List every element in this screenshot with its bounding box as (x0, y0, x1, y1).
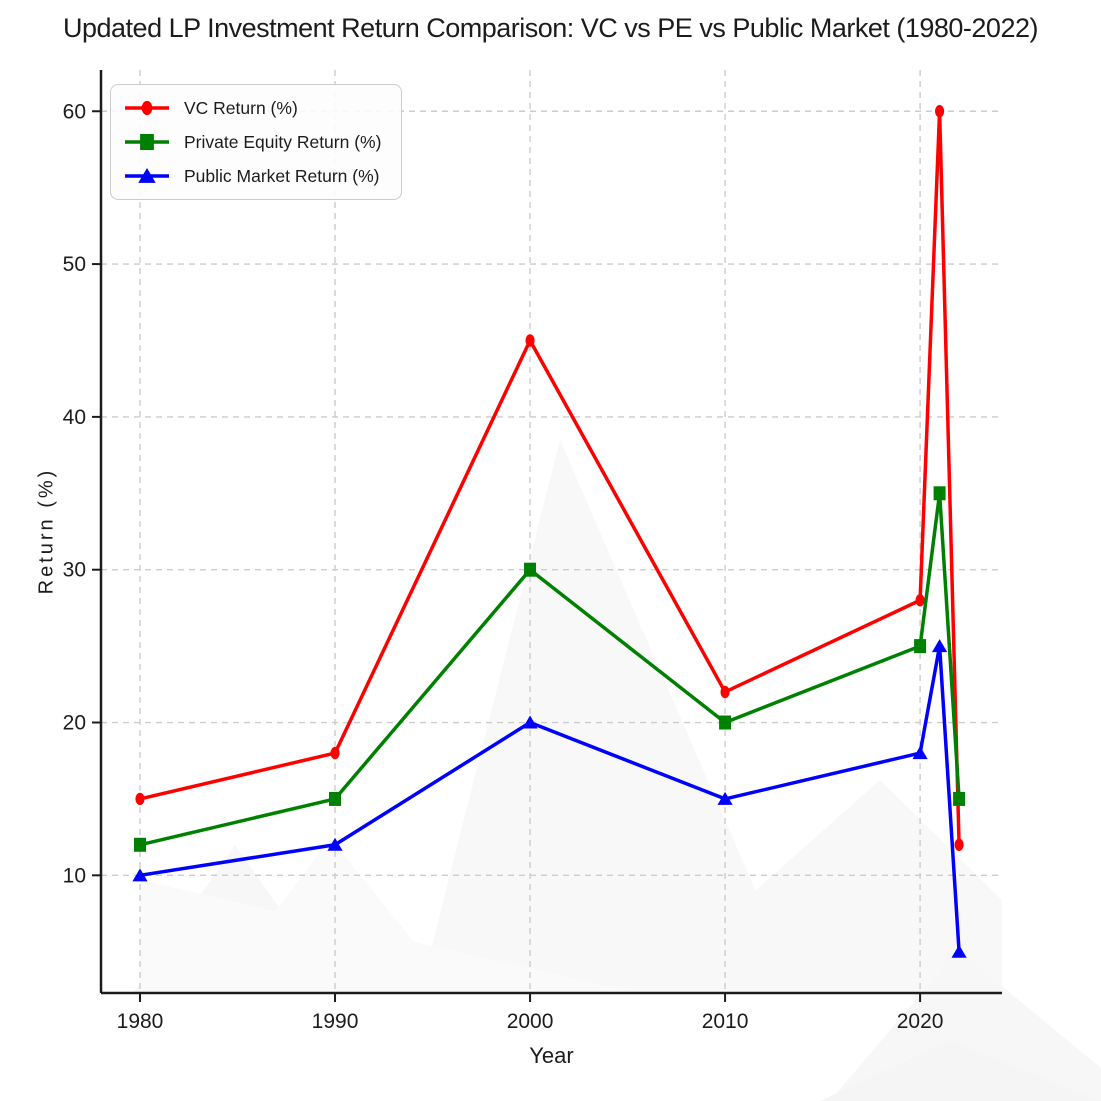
legend-square-marker-icon (125, 133, 169, 151)
y-tick-label: 10 (63, 864, 86, 887)
data-point-square (719, 715, 732, 730)
data-point-circle (525, 334, 535, 347)
y-tick-label: 40 (63, 406, 86, 429)
watermark-mountain (640, 780, 1002, 993)
y-tick-label: 60 (63, 100, 86, 123)
data-point-triangle (951, 944, 967, 958)
watermark-corner-triangle (830, 950, 1101, 1101)
data-point-triangle (931, 639, 948, 653)
x-axis-label: Year (529, 1043, 574, 1068)
data-point-circle (135, 792, 145, 806)
data-point-triangle (132, 868, 148, 882)
y-tick-label: 30 (63, 559, 86, 582)
background-watermark (133, 440, 1101, 1101)
data-point-circle (141, 100, 153, 116)
data-point-square (140, 133, 154, 151)
legend-triangle-marker-icon (125, 167, 169, 183)
watermark-mountain (140, 880, 640, 993)
data-point-circle (954, 838, 964, 851)
data-point-triangle (138, 167, 156, 183)
legend-item: VC Return (%) (123, 96, 381, 120)
data-point-triangle (717, 791, 733, 805)
data-point-square (329, 791, 342, 806)
data-point-triangle (327, 837, 343, 851)
data-point-circle (330, 746, 340, 760)
gridlines (101, 70, 1002, 993)
legend-label: Public Market Return (%) (184, 165, 380, 186)
legend-label: VC Return (%) (184, 97, 298, 118)
x-tick-label: 2000 (507, 1010, 554, 1033)
data-point-square (914, 639, 927, 654)
data-point-square (524, 562, 537, 577)
data-point-square (953, 791, 966, 806)
y-tick-label: 50 (63, 253, 86, 276)
x-tick-label: 1980 (117, 1010, 164, 1033)
data-series (132, 105, 967, 958)
legend-item: Public Market Return (%) (123, 164, 381, 188)
data-point-circle (915, 594, 925, 607)
y-tick-label: 20 (63, 712, 86, 735)
chart-title: Updated LP Investment Return Comparison:… (63, 13, 1038, 43)
y-axis-label: Return (%) (35, 467, 58, 595)
watermark-mountain (420, 440, 800, 993)
watermark-corner-triangle (820, 1040, 1101, 1101)
data-point-triangle (522, 715, 538, 729)
legend-label: Private Equity Return (%) (184, 131, 382, 152)
legend-circle-marker-icon (125, 100, 169, 116)
data-point-circle (720, 685, 730, 699)
legend: VC Return (%) Private Equity Return (%) Pu… (110, 84, 403, 200)
data-point-square (134, 837, 147, 852)
data-point-circle (934, 105, 945, 118)
x-tick-label: 2010 (702, 1010, 749, 1033)
data-point-square (933, 486, 946, 501)
x-tick-label: 2020 (897, 1010, 944, 1033)
axes: 10 20 30 40 50 60 1980 1990 2000 2010 2020 (63, 70, 1002, 1033)
x-tick-label: 1990 (312, 1010, 359, 1033)
legend-item: Private Equity Return (%) (123, 130, 381, 154)
data-point-triangle (912, 746, 928, 760)
